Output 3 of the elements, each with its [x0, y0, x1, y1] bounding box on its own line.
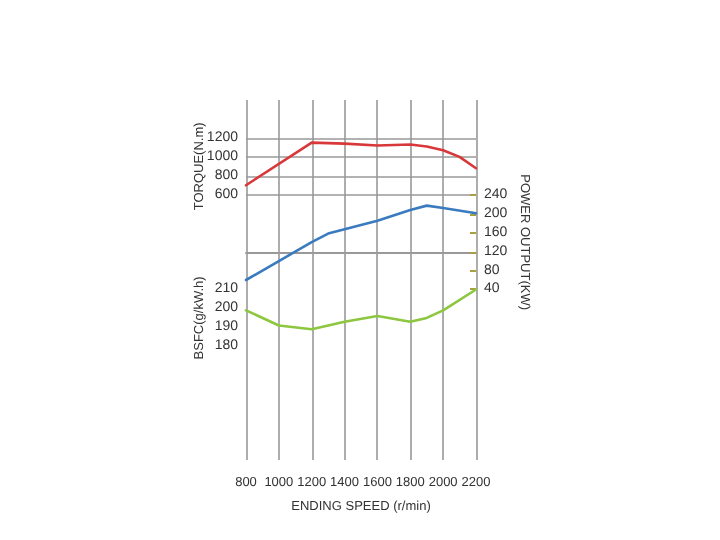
line-series — [244, 204, 478, 282]
line-series — [244, 141, 478, 187]
line-series — [244, 288, 478, 331]
